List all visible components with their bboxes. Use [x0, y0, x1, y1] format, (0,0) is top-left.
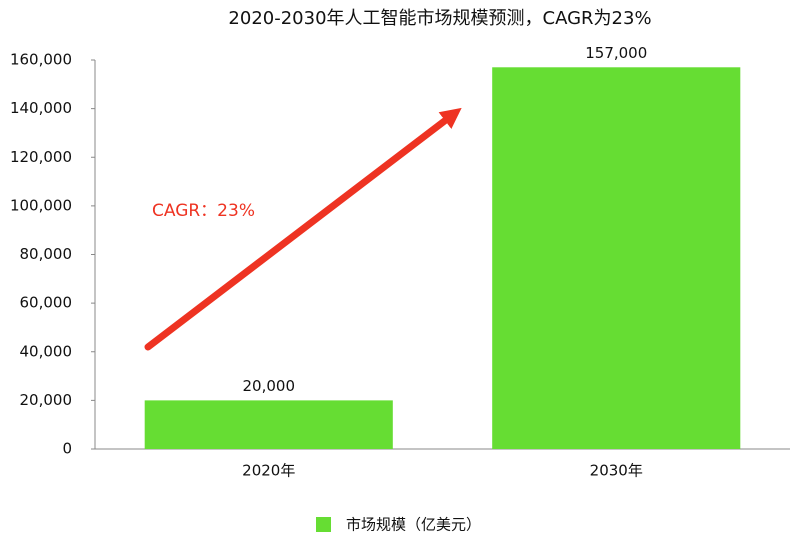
y-tick-label: 60,000	[20, 294, 73, 312]
cagr-arrow	[144, 107, 462, 351]
y-tick-label: 80,000	[20, 245, 73, 263]
y-tick-label: 0	[62, 440, 72, 458]
y-tick-label: 140,000	[10, 99, 72, 117]
y-tick-label: 40,000	[20, 342, 73, 360]
annotation: CAGR：23%	[152, 201, 255, 221]
bar	[492, 67, 741, 449]
y-tick-label: 160,000	[10, 51, 72, 69]
x-tick-label: 2030年	[590, 462, 643, 480]
legend-label: 市场规模（亿美元）	[346, 516, 481, 534]
y-tick-label: 20,000	[20, 391, 73, 409]
bar	[144, 400, 393, 449]
data-label: 20,000	[243, 377, 296, 395]
chart-title: 2020-2030年人工智能市场规模预测，CAGR为23%	[228, 8, 651, 29]
data-label: 157,000	[585, 44, 647, 62]
x-tick-label: 2020年	[242, 462, 295, 480]
y-tick-label: 100,000	[10, 196, 72, 214]
legend-swatch	[316, 517, 331, 532]
y-tick-label: 120,000	[10, 148, 72, 166]
